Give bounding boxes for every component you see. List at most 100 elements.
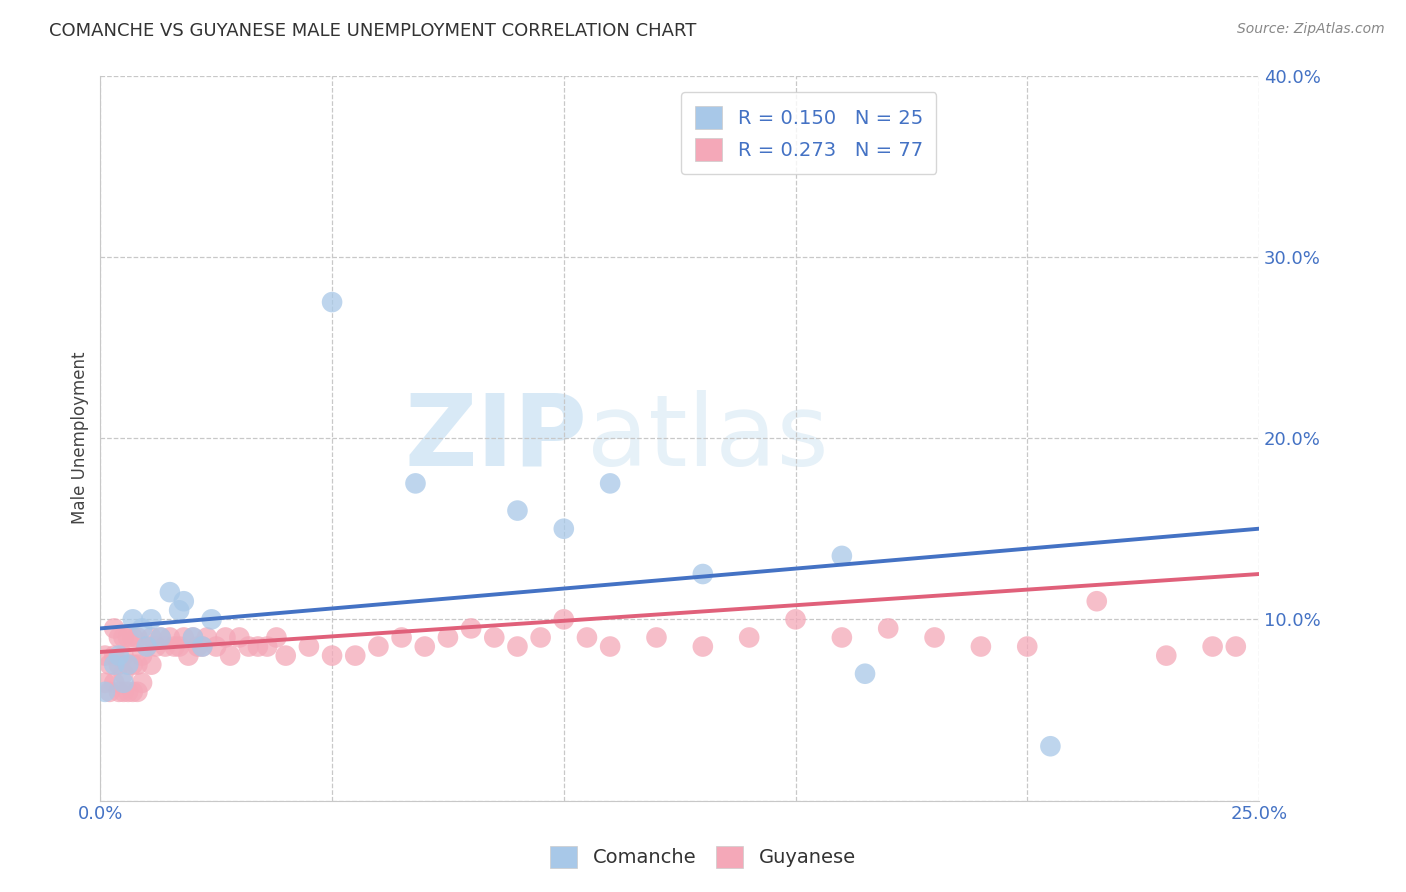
Point [103, 675, 125, 690]
Point [108, 685, 131, 699]
Point [238, 640, 260, 654]
Point [112, 648, 135, 663]
Point [274, 648, 297, 663]
Point [553, 612, 575, 626]
Point [127, 657, 149, 672]
Point [191, 640, 214, 654]
Point [103, 657, 125, 672]
Point [121, 685, 143, 699]
Point [94, 648, 117, 663]
Point [599, 640, 621, 654]
Text: Source: ZipAtlas.com: Source: ZipAtlas.com [1237, 22, 1385, 37]
Point [159, 585, 181, 599]
Point [141, 657, 163, 672]
Legend: Comanche, Guyanese: Comanche, Guyanese [540, 836, 866, 878]
Point [785, 612, 807, 626]
Text: ZIP: ZIP [404, 390, 586, 486]
Point [405, 476, 427, 491]
Point [173, 594, 195, 608]
Point [219, 648, 242, 663]
Point [344, 648, 367, 663]
Point [205, 640, 228, 654]
Point [195, 631, 218, 645]
Point [831, 549, 853, 563]
Point [437, 631, 460, 645]
Point [246, 640, 269, 654]
Point [1085, 594, 1108, 608]
Point [191, 640, 214, 654]
Point [831, 631, 853, 645]
Point [200, 612, 222, 626]
Point [924, 631, 946, 645]
Point [1154, 648, 1177, 663]
Point [131, 675, 153, 690]
Point [738, 631, 761, 645]
Point [94, 685, 117, 699]
Point [145, 640, 167, 654]
Point [135, 640, 157, 654]
Point [553, 522, 575, 536]
Point [214, 631, 236, 645]
Point [266, 631, 288, 645]
Point [159, 631, 181, 645]
Point [256, 640, 278, 654]
Point [484, 631, 506, 645]
Point [108, 648, 131, 663]
Point [367, 640, 389, 654]
Point [112, 666, 135, 681]
Point [141, 612, 163, 626]
Point [167, 640, 190, 654]
Point [98, 685, 121, 699]
Point [98, 657, 121, 672]
Point [121, 631, 143, 645]
Point [167, 603, 190, 617]
Point [103, 621, 125, 635]
Point [187, 640, 209, 654]
Point [575, 631, 598, 645]
Point [141, 631, 163, 645]
Point [117, 685, 139, 699]
Point [117, 657, 139, 672]
Point [127, 631, 149, 645]
Point [112, 675, 135, 690]
Point [112, 631, 135, 645]
Point [173, 631, 195, 645]
Text: atlas: atlas [586, 390, 828, 486]
Point [599, 476, 621, 491]
Point [970, 640, 993, 654]
Point [117, 631, 139, 645]
Legend: R = 0.150   N = 25, R = 0.273   N = 77: R = 0.150 N = 25, R = 0.273 N = 77 [681, 93, 936, 174]
Point [117, 657, 139, 672]
Point [1201, 640, 1223, 654]
Point [1039, 739, 1062, 754]
Point [121, 612, 143, 626]
Y-axis label: Male Unemployment: Male Unemployment [72, 351, 89, 524]
Point [1225, 640, 1247, 654]
Point [321, 648, 343, 663]
Point [181, 631, 204, 645]
Point [103, 648, 125, 663]
Point [692, 640, 714, 654]
Point [853, 666, 876, 681]
Point [112, 685, 135, 699]
Point [228, 631, 250, 645]
Point [149, 631, 172, 645]
Point [1017, 640, 1039, 654]
Point [177, 648, 200, 663]
Point [127, 685, 149, 699]
Point [877, 621, 900, 635]
Point [108, 657, 131, 672]
Point [135, 640, 157, 654]
Point [121, 657, 143, 672]
Point [131, 621, 153, 635]
Point [530, 631, 553, 645]
Point [391, 631, 413, 645]
Point [298, 640, 321, 654]
Point [413, 640, 436, 654]
Point [506, 640, 529, 654]
Point [692, 567, 714, 582]
Point [506, 503, 529, 517]
Point [94, 675, 117, 690]
Point [155, 640, 177, 654]
Point [181, 631, 204, 645]
